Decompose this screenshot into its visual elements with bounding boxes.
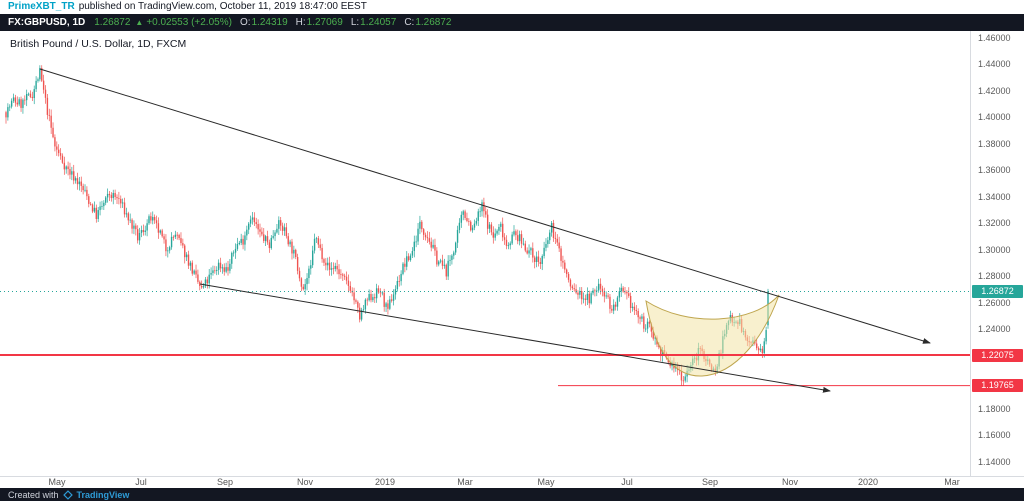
high-label: H: bbox=[295, 17, 306, 28]
time-axis[interactable]: May Jul Sep Nov 2019 Mar May Jul Sep Nov 2020 Mar bbox=[0, 476, 1024, 488]
time-axis-tick: Jul bbox=[135, 477, 147, 487]
tradingview-brand-link[interactable]: TradingView bbox=[76, 489, 130, 500]
last-price: 1.26872 bbox=[94, 17, 131, 28]
price-axis-tick: 1.18000 bbox=[978, 403, 1011, 414]
symbol-title: FX:GBPUSD, 1D bbox=[8, 17, 86, 28]
price-axis-tick: 1.14000 bbox=[978, 456, 1011, 467]
price-axis-tick: 1.44000 bbox=[978, 59, 1011, 69]
price-flag: 1.26872 bbox=[972, 284, 1023, 298]
created-with-label: Created with bbox=[8, 489, 59, 500]
open-label: O: bbox=[239, 17, 251, 28]
tradingview-logo-icon[interactable] bbox=[62, 489, 73, 500]
price-axis-tick: 1.30000 bbox=[978, 244, 1011, 255]
trendline bbox=[199, 283, 831, 393]
chart-canvas[interactable]: British Pound / U.S. Dollar, 1D, FXCM 1.… bbox=[0, 31, 1024, 476]
time-axis-tick: 2019 bbox=[374, 477, 396, 487]
time-axis-tick: May bbox=[48, 477, 66, 487]
price-axis-tick: 1.16000 bbox=[978, 430, 1011, 440]
time-axis-tick: May bbox=[537, 477, 555, 487]
chart-legend: British Pound / U.S. Dollar, 1D, FXCM bbox=[10, 38, 187, 50]
time-axis-tick: Sep bbox=[216, 477, 234, 487]
price-axis-tick: 1.38000 bbox=[978, 138, 1011, 149]
candlestick-plot[interactable] bbox=[0, 31, 970, 476]
publish-info: published on TradingView.com, October 11… bbox=[78, 1, 367, 12]
price-axis-tick: 1.36000 bbox=[978, 165, 1011, 175]
low-label: L: bbox=[350, 17, 360, 28]
price-change: +0.02553 (+2.05%) bbox=[146, 17, 232, 28]
time-axis-tick: Nov bbox=[296, 477, 314, 487]
price-axis-tick: 1.32000 bbox=[978, 218, 1011, 228]
price-flag: 1.22075 bbox=[972, 348, 1023, 362]
price-axis-tick: 1.42000 bbox=[978, 85, 1011, 96]
cup-annotation bbox=[645, 294, 780, 377]
low-value: 1.24057 bbox=[360, 17, 397, 28]
price-axis-tick: 1.34000 bbox=[978, 191, 1011, 202]
close-label: C: bbox=[404, 17, 415, 28]
price-axis-tick: 1.28000 bbox=[978, 271, 1011, 281]
price-flag: 1.19765 bbox=[972, 379, 1023, 393]
open-value: 1.24319 bbox=[251, 17, 288, 28]
time-axis-tick: Sep bbox=[701, 477, 719, 487]
up-arrow-icon: ▲ bbox=[135, 18, 144, 27]
time-axis-tick: Nov bbox=[781, 477, 799, 487]
price-axis-tick: 1.40000 bbox=[978, 112, 1011, 122]
price-axis-tick: 1.46000 bbox=[978, 32, 1011, 43]
author-link[interactable]: PrimeXBT_TR bbox=[8, 1, 75, 12]
price-axis-tick: 1.24000 bbox=[978, 324, 1011, 334]
trendline bbox=[39, 68, 931, 344]
high-value: 1.27069 bbox=[306, 17, 343, 28]
time-axis-tick: Jul bbox=[621, 477, 633, 487]
price-axis-tick: 1.26000 bbox=[978, 297, 1011, 308]
footer-bar: Created with TradingView bbox=[0, 488, 1024, 501]
close-value: 1.26872 bbox=[415, 17, 452, 28]
time-axis-tick: Mar bbox=[457, 477, 473, 487]
time-axis-tick: 2020 bbox=[857, 477, 879, 487]
publish-bar: PrimeXBT_TR published on TradingView.com,… bbox=[0, 0, 1024, 14]
price-axis[interactable]: 1.46000 1.44000 1.42000 1.40000 1.38000 1.360… bbox=[970, 31, 1024, 476]
symbol-info-bar: FX:GBPUSD, 1D 1.26872 ▲ +0.02553 (+2.05%) O:… bbox=[0, 14, 1024, 31]
time-axis-tick: Mar bbox=[944, 477, 960, 487]
